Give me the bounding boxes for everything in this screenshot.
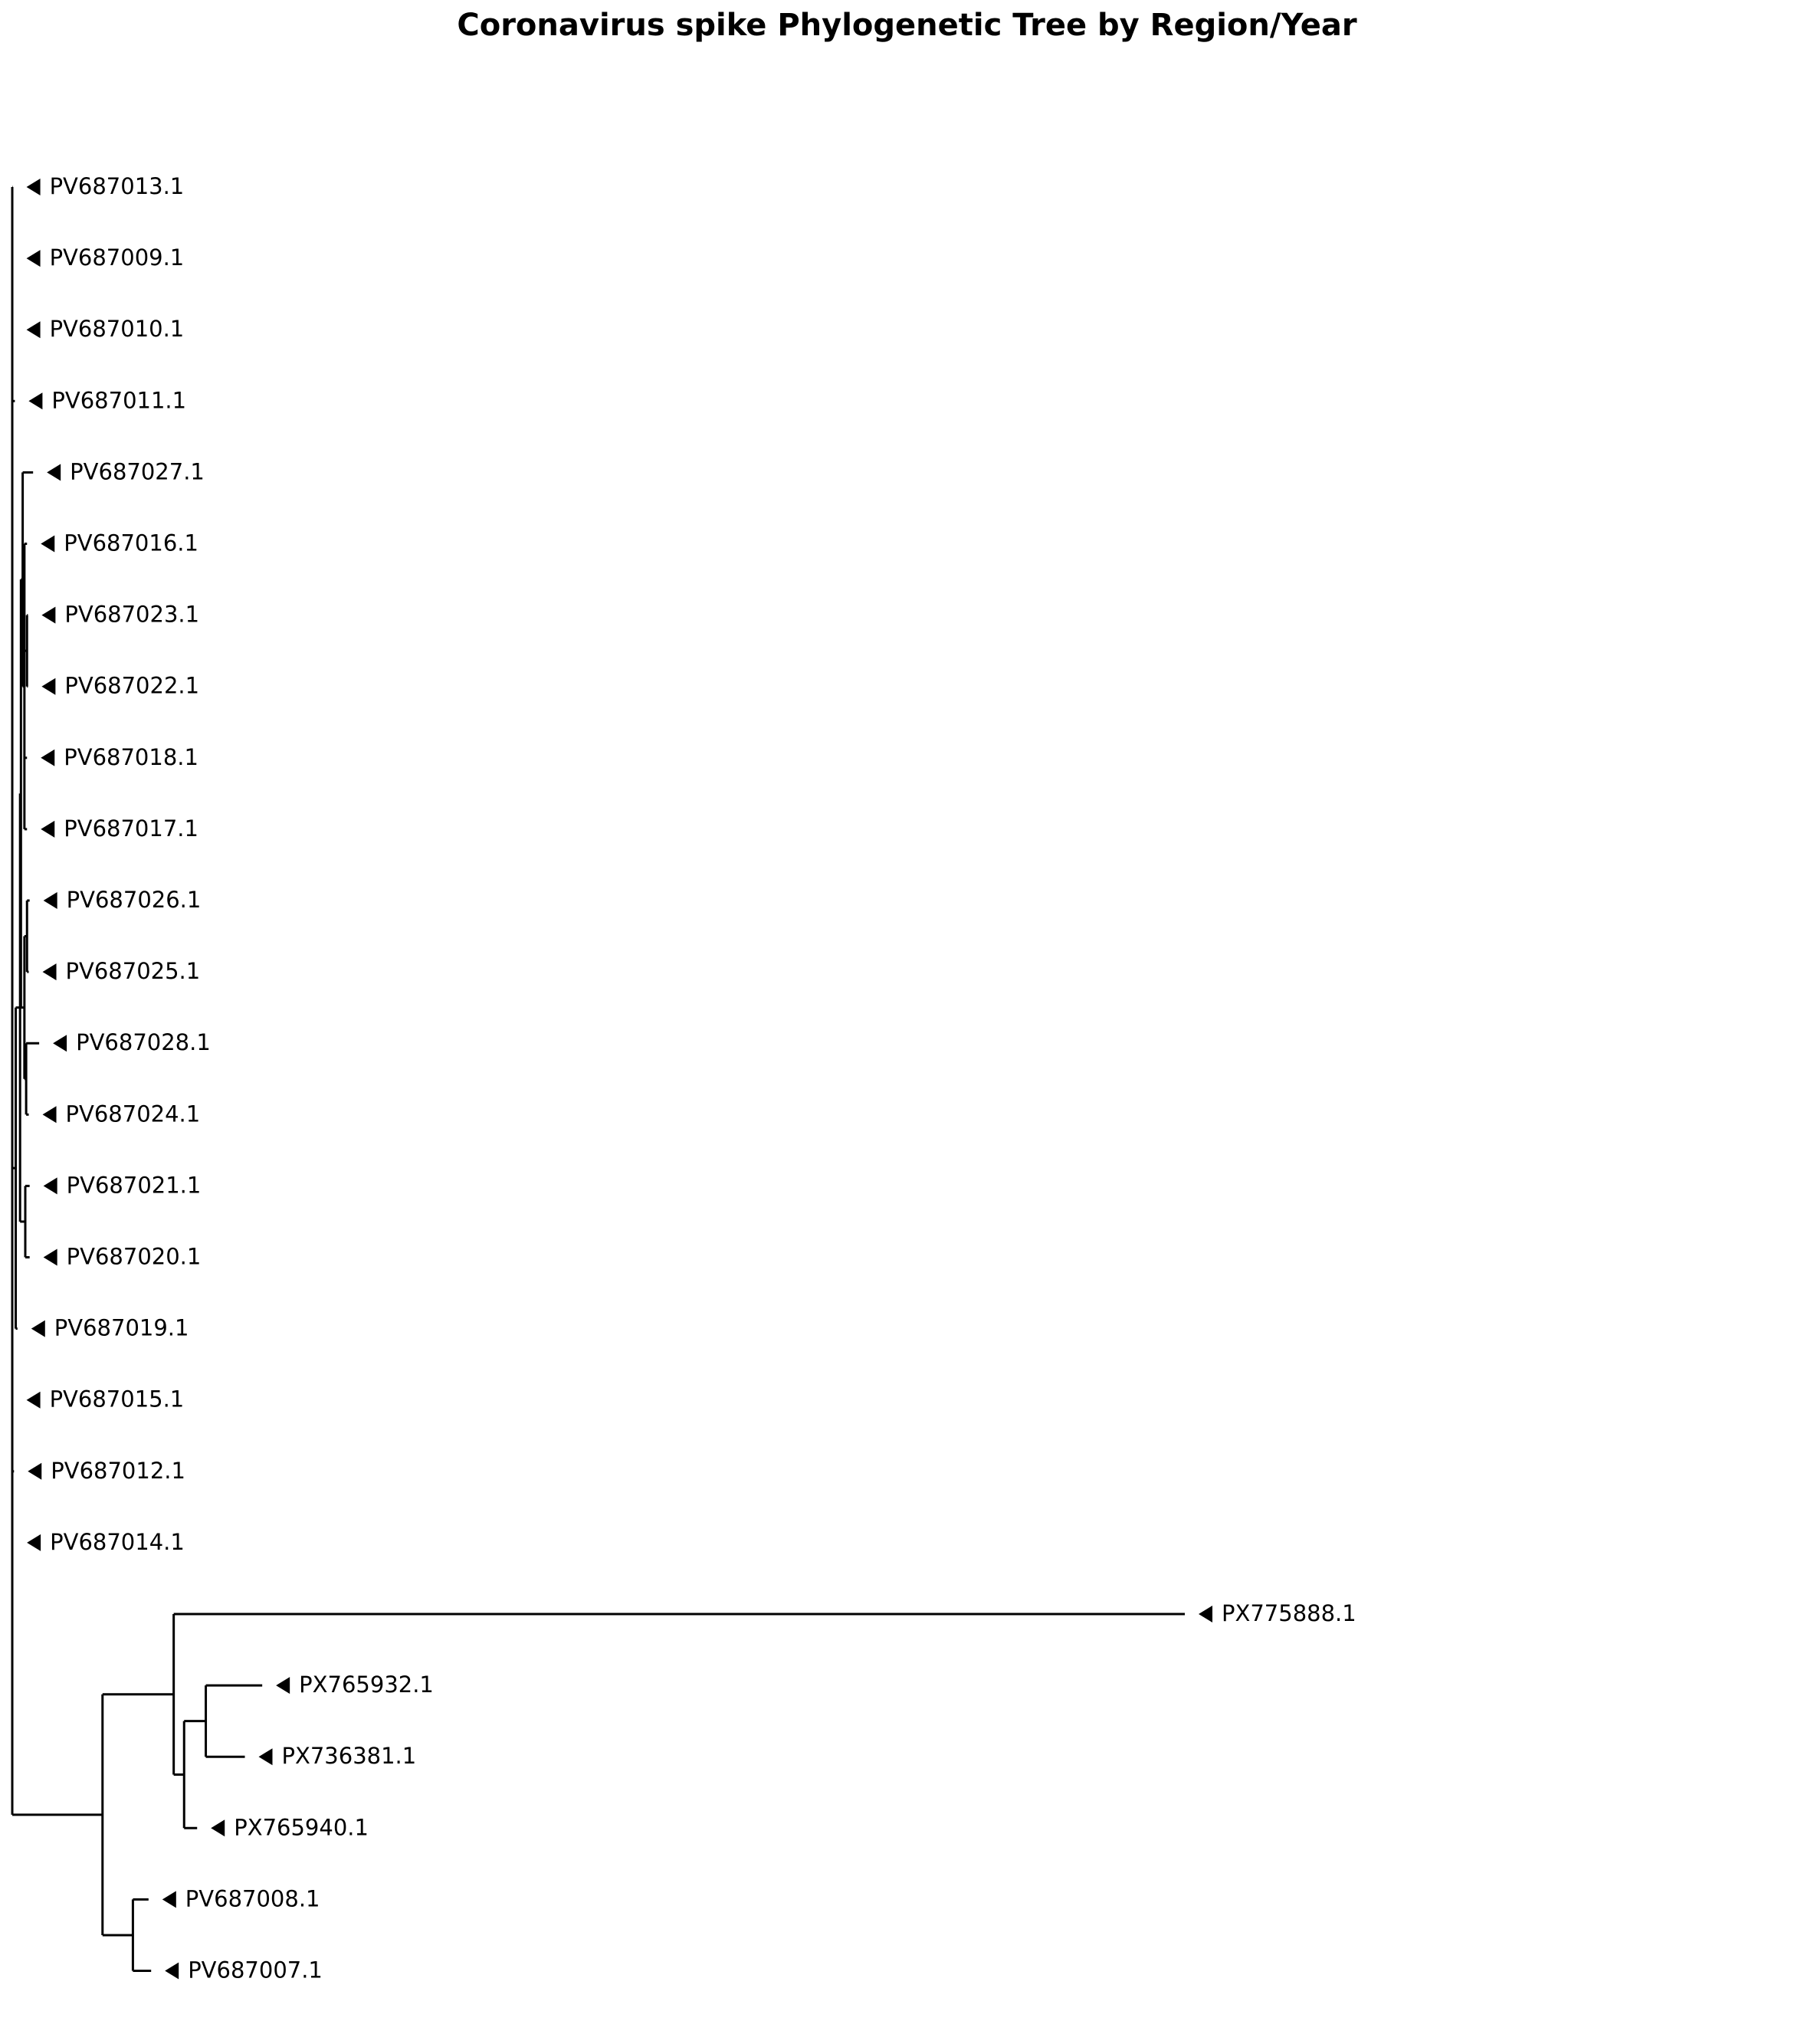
tree-branches [11,185,1186,1972]
tip-marker-icon [42,1106,57,1124]
tip-label: PV687019.1 [54,1315,189,1341]
tip-marker-icon [276,1677,290,1695]
tip-label: PV687016.1 [64,530,198,556]
tip-marker-icon [27,1534,41,1551]
tip-marker-icon [43,1248,57,1266]
tip-marker-icon [28,392,43,410]
tip-marker-icon [43,1177,57,1195]
tip-marker-icon [47,464,61,481]
tip-label: PV687021.1 [67,1172,202,1198]
tip-marker-icon [26,250,41,267]
tip-label: PX765940.1 [234,1814,369,1840]
tip-label: PV687009.1 [50,244,185,271]
tip-label: PV687023.1 [64,602,199,628]
tip-marker-icon [41,535,55,553]
tip-label: PV687017.1 [64,815,198,842]
tree-title: Coronavirus spike Phylogenetic Tree by R… [457,8,1357,43]
tip-marker-icon [26,1391,41,1409]
tip-marker-icon [26,321,41,339]
tip-marker-icon [41,820,55,838]
tip-marker-icon [31,1320,45,1337]
tip-label: PV687012.1 [51,1458,185,1484]
tip-marker-icon [1199,1606,1213,1622]
tip-label: PV687011.1 [51,387,186,413]
tip-label: PV687024.1 [66,1101,201,1127]
tip-label: PV687015.1 [50,1386,185,1412]
tip-marker-icon [26,179,41,195]
tip-label: PX736381.1 [282,1743,417,1769]
tip-marker-icon [43,892,57,909]
tip-label: PV687018.1 [64,744,198,770]
tip-marker-icon [165,1962,179,1980]
tip-marker-icon [41,749,55,766]
tip-label: PX765932.1 [299,1672,434,1698]
tip-marker-icon [258,1748,273,1766]
tip-marker-icon [28,1462,42,1480]
tip-label: PV687010.1 [50,316,185,342]
tip-label: PV687013.1 [50,173,185,199]
tip-label: PV687022.1 [64,673,199,699]
tip-marker-icon [41,606,56,624]
tip-marker-icon [53,1035,67,1052]
tip-label: PV687027.1 [70,458,205,484]
tip-label: PV687026.1 [67,887,202,913]
tip-label: PV687007.1 [188,1957,323,1983]
tip-marker-icon [162,1891,176,1908]
tip-label: PV687025.1 [66,958,201,984]
tip-label: PV687020.1 [67,1244,202,1270]
tree-tips: PV687013.1 PV687009.1 PV687010.1 PV687011.1… [26,173,1356,1983]
tip-label: PV687028.1 [76,1029,211,1055]
tip-label: PV687008.1 [185,1885,320,1911]
tip-label: PX775888.1 [1222,1600,1356,1626]
tip-label: PV687014.1 [50,1529,185,1555]
tip-marker-icon [41,678,56,695]
tip-marker-icon [42,963,57,981]
tip-marker-icon [211,1819,225,1837]
